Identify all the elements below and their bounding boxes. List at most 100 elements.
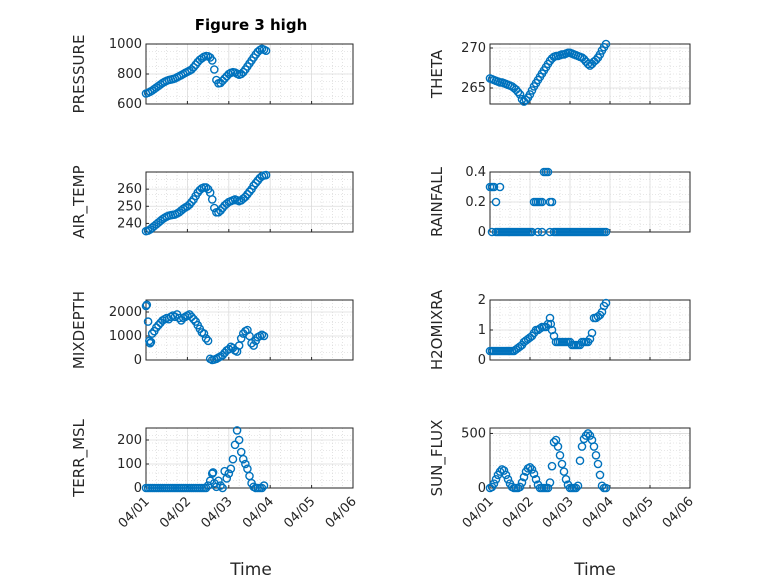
- data-point: [601, 227, 611, 237]
- data-point: [547, 461, 557, 471]
- data-point: [189, 62, 198, 72]
- data-point: [527, 465, 537, 474]
- panel-pressure: 600 800 1000 PRESSURE: [70, 35, 354, 114]
- data-point: [236, 334, 246, 343]
- data-point: [557, 459, 567, 469]
- data-point: [577, 442, 587, 451]
- data-point: [216, 481, 225, 490]
- data-point: [261, 170, 271, 180]
- data-point: [257, 483, 267, 493]
- data-point: [208, 468, 218, 477]
- panel-theta: 265 270 THETA: [428, 39, 691, 106]
- data-point: [527, 86, 537, 95]
- data-point: [545, 313, 555, 323]
- data-point: [259, 481, 269, 490]
- data-point: [143, 317, 153, 326]
- data-point: [595, 470, 605, 480]
- y-tick-label: 2: [478, 293, 486, 308]
- data-point: [243, 189, 252, 199]
- data-point: [601, 39, 611, 49]
- x-axis-label-right: Time: [573, 560, 616, 580]
- y-tick-label: 800: [117, 67, 142, 82]
- data-point: [224, 469, 234, 478]
- data-point: [228, 454, 238, 464]
- data-point: [199, 329, 209, 338]
- data-point: [216, 206, 225, 215]
- data-point: [593, 459, 603, 469]
- data-point: [545, 478, 555, 487]
- y-tick-label: 260: [117, 182, 142, 197]
- data-point: [210, 65, 219, 74]
- data-point: [501, 470, 511, 480]
- y-tick-label: 100: [117, 457, 142, 472]
- data-point: [495, 182, 505, 192]
- data-point: [146, 337, 156, 347]
- data-point: [142, 300, 152, 310]
- data-point: [174, 313, 184, 323]
- data-point: [561, 474, 571, 484]
- data-point: [247, 338, 256, 348]
- data-point: [226, 464, 236, 474]
- data-point: [555, 450, 565, 460]
- data-point: [553, 442, 563, 451]
- x-axis-label-left: Time: [229, 560, 272, 580]
- data-point: [499, 466, 509, 475]
- y-tick-label: 0: [134, 481, 142, 496]
- data-point: [545, 227, 555, 237]
- data-point: [207, 56, 217, 65]
- data-point: [241, 459, 250, 469]
- axes-frame: [489, 427, 691, 489]
- data-point: [489, 182, 499, 192]
- data-point: [559, 467, 569, 476]
- data-point: [585, 431, 595, 440]
- panel-air_temp: 240 250 260 AIR_TEMP: [70, 165, 354, 239]
- y-axis-label: TERR_MSL: [70, 418, 89, 497]
- data-point: [531, 474, 541, 484]
- data-point: [261, 46, 271, 56]
- axes-frame: [145, 299, 354, 361]
- data-point: [535, 324, 545, 333]
- data-point: [519, 472, 529, 482]
- data-point: [517, 478, 527, 487]
- data-point: [529, 469, 539, 479]
- data-point: [547, 197, 557, 207]
- panel-mixdepth: 0 1000 2000 MIXDEPTH: [70, 291, 354, 369]
- data-point: [241, 192, 250, 202]
- data-point: [571, 483, 581, 493]
- data-point: [517, 94, 527, 104]
- panel-h2omixra: 0 1 2 H2OMIXRA: [428, 289, 691, 370]
- y-axis-label: PRESSURE: [70, 35, 88, 114]
- data-point: [573, 481, 583, 491]
- panel-rainfall: 0 0.2 0.4 RAINFALL: [428, 165, 691, 240]
- y-tick-label: 0: [478, 353, 486, 368]
- data-point: [546, 319, 556, 329]
- data-point: [187, 65, 196, 74]
- y-tick-label: 600: [117, 97, 142, 112]
- data-point: [230, 440, 240, 450]
- data-point: [525, 90, 535, 99]
- data-point: [214, 476, 223, 486]
- y-axis-label: MIXDEPTH: [70, 291, 88, 369]
- data-point: [537, 197, 547, 207]
- data-point: [170, 312, 180, 322]
- y-tick-label: 240: [117, 216, 142, 231]
- axes-frame: [145, 171, 354, 233]
- y-tick-label: 1000: [109, 329, 142, 344]
- data-point: [249, 341, 258, 350]
- data-point: [537, 227, 547, 237]
- data-point: [259, 331, 269, 341]
- data-point: [185, 310, 194, 319]
- y-tick-label: 270: [461, 41, 486, 56]
- y-axis-label: H2OMIXRA: [428, 289, 446, 370]
- y-tick-label: 500: [461, 426, 486, 441]
- data-point: [189, 314, 198, 324]
- data-point: [187, 197, 196, 207]
- y-axis-label: RAINFALL: [428, 166, 446, 237]
- data-point: [224, 344, 234, 354]
- y-tick-label: 0: [478, 225, 486, 240]
- data-point: [583, 429, 593, 438]
- data-point: [601, 483, 611, 493]
- data-point: [249, 181, 258, 191]
